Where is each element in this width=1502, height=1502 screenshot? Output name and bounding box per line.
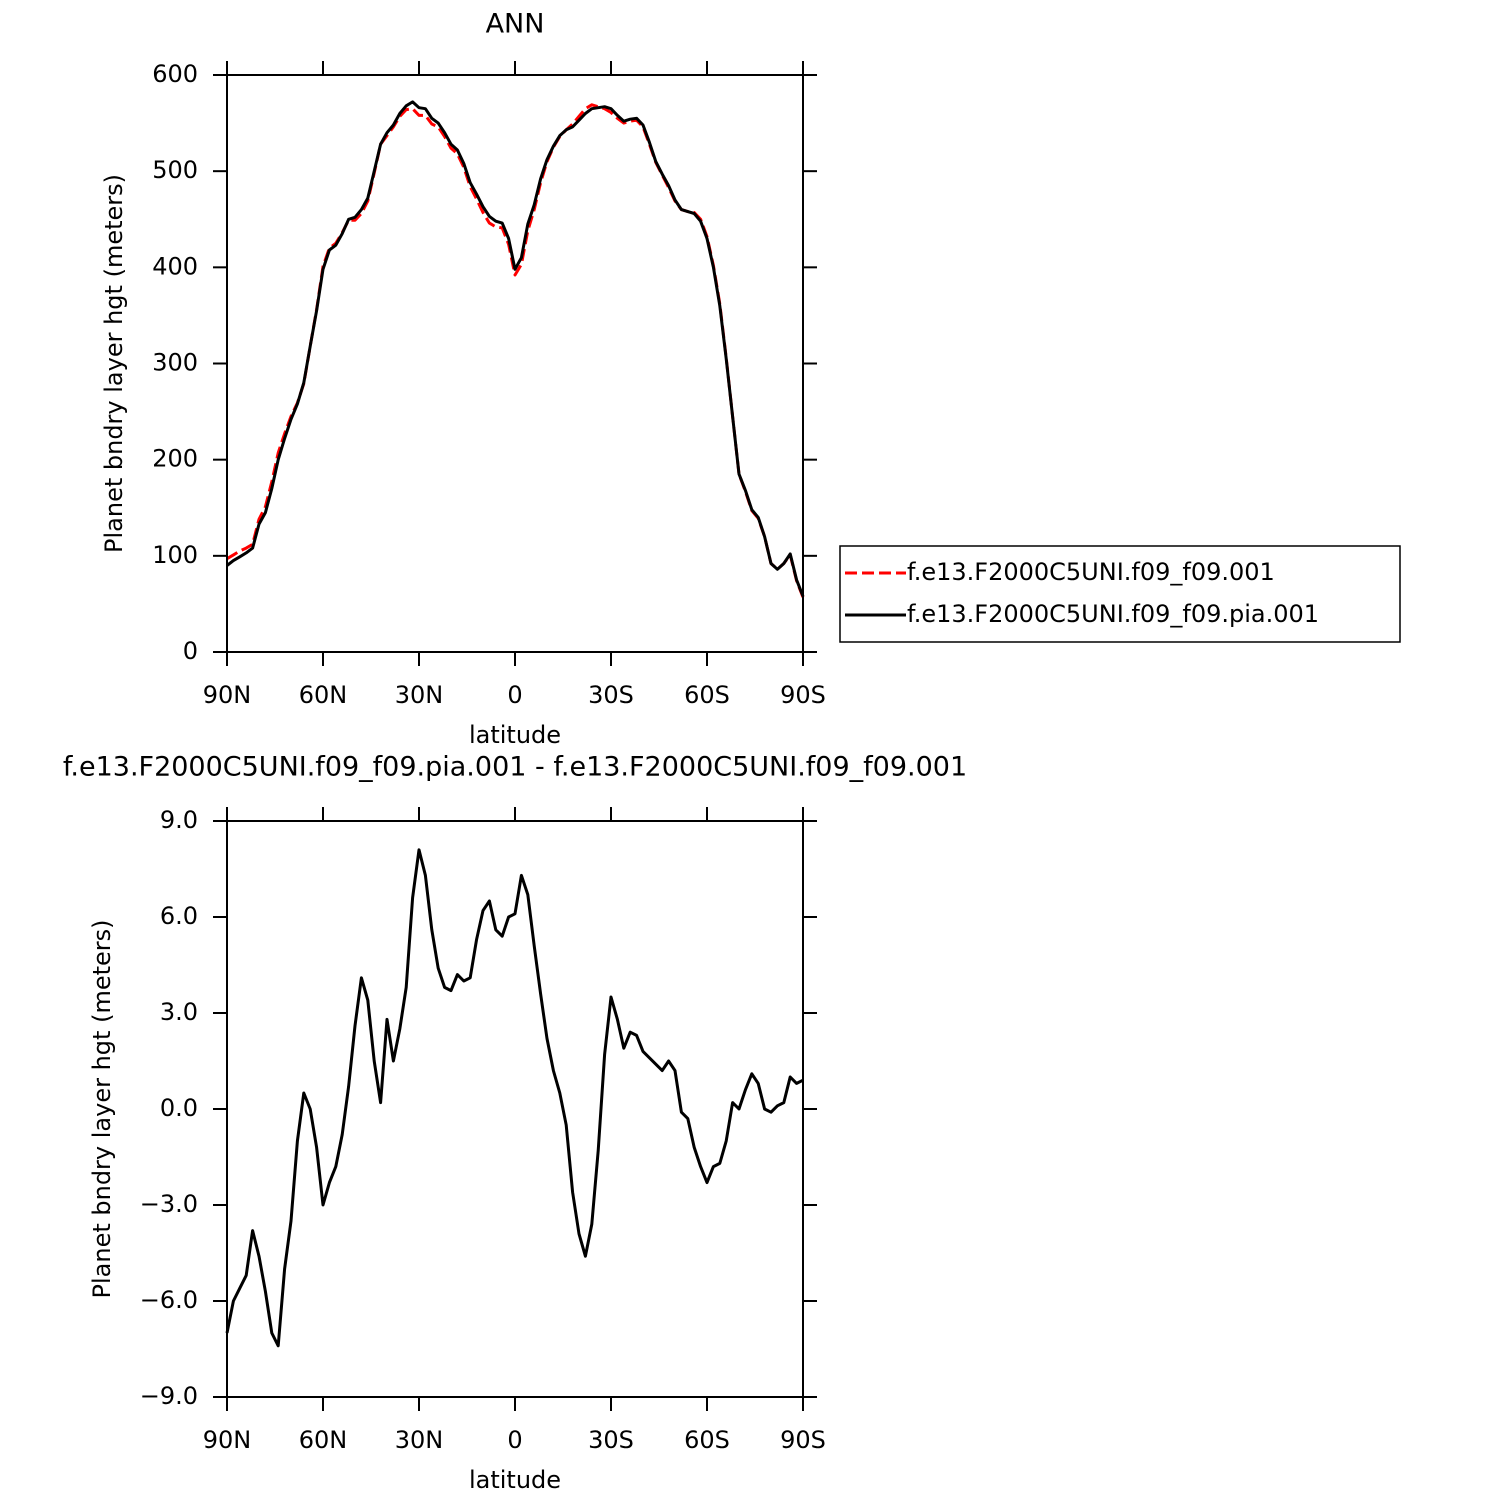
chart-title: f.e13.F2000C5UNI.f09_f09.pia.001 - f.e13… [63, 752, 967, 783]
y-tick-label: −3.0 [140, 1190, 198, 1218]
x-tick-label: 60S [684, 1426, 730, 1454]
y-tick-label: 200 [152, 445, 198, 473]
data-line [225, 848, 804, 1348]
x-tick-label: 60S [684, 681, 730, 709]
x-tick-label: 60N [299, 681, 348, 709]
x-tick-label: 90N [203, 681, 252, 709]
plot-frame [226, 74, 804, 653]
x-axis-label: latitude [469, 721, 561, 749]
legend-box [839, 545, 1401, 643]
y-tick-label: −6.0 [140, 1286, 198, 1314]
x-tick-label: 30S [588, 1426, 634, 1454]
data-line [226, 103, 805, 598]
x-tick-label: 60N [299, 1426, 348, 1454]
x-tick-label: 90S [780, 681, 826, 709]
legend-label: f.e13.F2000C5UNI.f09_f09.pia.001 [907, 600, 1319, 628]
y-tick-label: 3.0 [160, 998, 198, 1026]
x-tick-label: 30S [588, 681, 634, 709]
legend-label: f.e13.F2000C5UNI.f09_f09.001 [907, 558, 1275, 586]
data-line [226, 100, 805, 597]
y-tick-label: 9.0 [160, 806, 198, 834]
chart-title: ANN [486, 9, 545, 40]
x-tick-label: 0 [507, 681, 522, 709]
y-tick-label: 500 [152, 156, 198, 184]
x-tick-label: 30N [395, 1426, 444, 1454]
y-axis-label: Planet bndry layer hgt (meters) [100, 174, 128, 553]
y-tick-label: −9.0 [140, 1382, 198, 1410]
x-tick-label: 90N [203, 1426, 252, 1454]
y-tick-label: 0 [183, 637, 198, 665]
y-tick-label: 100 [152, 541, 198, 569]
x-tick-label: 30N [395, 681, 444, 709]
y-tick-label: 0.0 [160, 1094, 198, 1122]
y-tick-label: 600 [152, 60, 198, 88]
y-tick-label: 400 [152, 252, 198, 280]
x-axis-label: latitude [469, 1466, 561, 1494]
y-tick-label: 300 [152, 349, 198, 377]
x-tick-label: 0 [507, 1426, 522, 1454]
y-axis-label: Planet bndry layer hgt (meters) [88, 920, 116, 1299]
x-tick-label: 90S [780, 1426, 826, 1454]
y-tick-label: 6.0 [160, 902, 198, 930]
plot-frame [226, 820, 804, 1398]
